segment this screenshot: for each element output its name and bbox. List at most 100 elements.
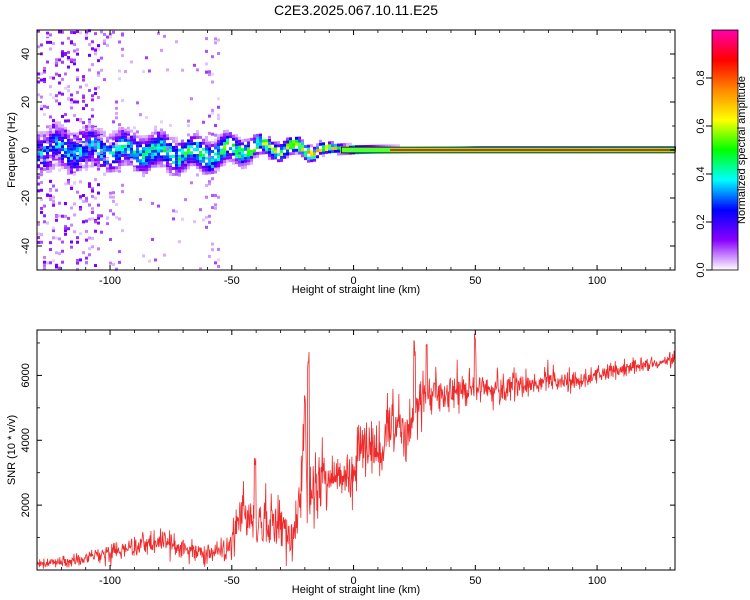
spectrogram-noise-cell: [37, 182, 40, 186]
spectrogram-noise-cell: [85, 36, 88, 40]
spectrogram-noise-cell: [109, 261, 112, 265]
spectrogram-cell: [148, 149, 151, 153]
spectrogram-noise-cell: [49, 198, 52, 202]
spectrogram-cell: [118, 154, 121, 158]
spectrogram-noise-cell: [88, 88, 91, 92]
spectrogram-cell: [313, 152, 316, 156]
spectrogram-cell: [223, 148, 226, 152]
spectrogram-noise-cell: [82, 121, 85, 125]
y-tick-label: 4000: [20, 428, 32, 452]
spectrogram-noise-cell: [76, 30, 79, 34]
spectrogram-cell: [274, 156, 277, 160]
spectrogram-noise-cell: [61, 114, 64, 118]
spectrogram-noise-cell: [94, 87, 97, 91]
spectrogram-noise-cell: [37, 189, 40, 193]
spectrogram-cell: [37, 146, 40, 150]
spectrogram-noise-cell: [67, 57, 70, 61]
spectrogram-cell: [163, 158, 166, 162]
spectrogram-noise-cell: [211, 193, 214, 197]
spectrogram-cell: [49, 136, 52, 140]
spectrogram-cell: [112, 160, 115, 164]
spectrogram-cell: [109, 163, 112, 167]
spectrogram-cell: [118, 148, 121, 152]
spectrogram-noise-cell: [46, 221, 49, 225]
spectrogram-cell: [115, 154, 118, 158]
spectrogram-cell: [136, 147, 139, 151]
spectrogram-noise-cell: [97, 71, 100, 75]
spectrogram-cell: [166, 149, 169, 153]
spectrogram-cell: [97, 158, 100, 162]
spectrogram-cell: [94, 146, 97, 150]
spectrogram-cell: [85, 146, 88, 150]
spectrogram-cell: [40, 152, 43, 156]
spectrogram-cell: [223, 154, 226, 158]
spectrogram-cell: [205, 168, 208, 172]
spectrogram-cell: [382, 144, 385, 148]
spectrogram-cell: [295, 151, 298, 155]
spectrogram-cell: [118, 136, 121, 140]
spectrogram-cell: [226, 129, 229, 133]
spectrogram-noise-cell: [94, 91, 97, 95]
spectrogram-noise-cell: [118, 217, 121, 221]
spectrogram-cell: [196, 135, 199, 139]
spectrogram-cell: [301, 145, 304, 149]
spectrogram-cell: [109, 148, 112, 152]
spectrogram-cell: [199, 165, 202, 169]
spectrogram-cell: [100, 142, 103, 146]
spectrogram-cell: [178, 160, 181, 164]
spectrogram-cell: [163, 134, 166, 138]
spectrogram-noise-cell: [40, 198, 43, 202]
spectrogram-cell: [58, 142, 61, 146]
spectrogram-cell: [37, 152, 40, 156]
spectrogram-cell: [301, 148, 304, 152]
spectrogram-cell: [64, 150, 67, 154]
spectrogram-cell: [124, 135, 127, 139]
spectrogram-noise-cell: [97, 203, 100, 207]
spectrogram-cell: [217, 143, 220, 147]
spectrogram-cell: [241, 157, 244, 161]
spectrogram-cell: [166, 167, 169, 171]
spectrogram-cell: [202, 147, 205, 151]
spectrogram-noise-cell: [97, 214, 100, 218]
spectrogram-cell: [211, 149, 214, 153]
spectrogram-cell: [73, 156, 76, 160]
spectrogram-cell: [94, 149, 97, 153]
spectrogram-noise-cell: [181, 217, 184, 221]
spectrogram-cell: [160, 164, 163, 168]
spectrogram-noise-cell: [82, 75, 85, 79]
spectrogram-noise-cell: [211, 248, 214, 252]
spectrogram-cell: [70, 162, 73, 166]
spectrogram-cell: [94, 158, 97, 162]
spectrogram-cell: [163, 143, 166, 147]
spectrogram-noise-cell: [121, 183, 124, 187]
spectrogram-noise-cell: [52, 203, 55, 207]
spectrogram-noise-cell: [208, 114, 211, 118]
spectrogram-cell: [265, 142, 268, 146]
spectrogram-cell: [85, 158, 88, 162]
spectrogram-cell: [202, 171, 205, 175]
spectrogram-noise-cell: [67, 36, 70, 40]
spectrogram-cell: [178, 163, 181, 167]
spectrogram-cell: [178, 157, 181, 161]
spectrogram-cell: [220, 163, 223, 167]
spectrogram-cell: [115, 139, 118, 143]
spectrogram-cell: [73, 141, 76, 145]
spectrogram-noise-cell: [73, 100, 76, 104]
spectrogram-cell: [97, 140, 100, 144]
spectrogram-cell: [298, 142, 301, 146]
spectrogram-noise-cell: [82, 193, 85, 197]
snr-panel: -100 -50 0 50 100 2000 4000 6000 Height of str…: [6, 329, 676, 596]
spectrogram-cell: [322, 145, 325, 149]
spectrogram-noise-cell: [112, 199, 115, 203]
spectrogram-cell: [301, 154, 304, 158]
spectrogram-cell: [151, 137, 154, 141]
spectrogram-cell: [73, 144, 76, 148]
spectrogram-cell: [193, 160, 196, 164]
spectrogram-noise-cell: [76, 68, 79, 72]
spectrogram-cell: [91, 140, 94, 144]
spectrogram-noise-cell: [139, 113, 142, 117]
spectrogram-noise-cell: [52, 96, 55, 100]
spectrogram-cell: [268, 147, 271, 151]
spectrogram-noise-cell: [79, 131, 82, 135]
spectrogram-cell: [142, 150, 145, 154]
